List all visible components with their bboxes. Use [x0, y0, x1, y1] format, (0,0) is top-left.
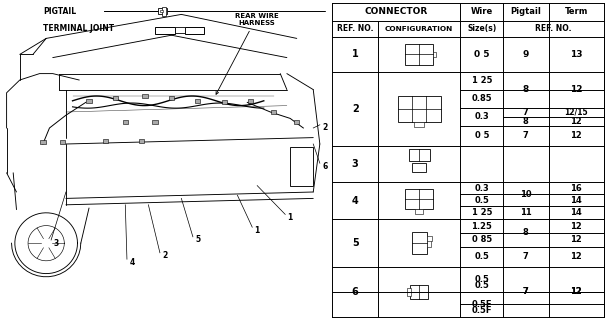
Text: 12: 12 — [571, 287, 582, 297]
Bar — [411, 232, 427, 254]
Bar — [103, 139, 108, 143]
Text: 1.25: 1.25 — [471, 221, 492, 231]
Bar — [410, 285, 428, 299]
Text: 12: 12 — [571, 252, 582, 261]
Text: 1 25: 1 25 — [471, 76, 492, 85]
Text: Term: Term — [564, 7, 588, 17]
Text: 1 25: 1 25 — [471, 208, 492, 217]
Bar — [159, 8, 166, 14]
Bar — [405, 189, 433, 209]
Text: 12: 12 — [571, 117, 582, 126]
Text: 1: 1 — [287, 213, 293, 222]
Text: Pigtail: Pigtail — [511, 7, 541, 17]
Text: 0.3: 0.3 — [474, 184, 489, 193]
Text: 0 5: 0 5 — [474, 131, 489, 140]
Bar — [290, 147, 313, 186]
Bar — [169, 96, 174, 100]
Text: 12: 12 — [570, 85, 583, 94]
Text: 0.3: 0.3 — [474, 112, 489, 121]
Bar — [414, 122, 424, 127]
Text: 3: 3 — [352, 159, 359, 169]
Bar — [415, 209, 423, 214]
Bar — [271, 110, 276, 114]
Text: 13: 13 — [570, 50, 583, 59]
Text: 12: 12 — [571, 287, 582, 297]
Text: 5: 5 — [195, 236, 200, 244]
Bar — [248, 99, 253, 103]
Text: 7: 7 — [523, 131, 529, 140]
Text: 2: 2 — [162, 252, 168, 260]
Text: 8: 8 — [523, 228, 529, 237]
Bar — [413, 163, 426, 172]
Text: 4: 4 — [129, 258, 134, 267]
Text: 0 85: 0 85 — [472, 235, 492, 244]
Text: 7: 7 — [523, 108, 529, 117]
Text: 0.5: 0.5 — [474, 196, 489, 205]
Text: 5: 5 — [352, 238, 359, 248]
Text: 12: 12 — [571, 131, 582, 140]
Bar — [407, 288, 411, 296]
Text: 6: 6 — [352, 287, 359, 297]
Text: Size(s): Size(s) — [467, 24, 497, 33]
Text: 4: 4 — [352, 196, 359, 206]
Bar — [433, 52, 436, 57]
Text: 9: 9 — [523, 50, 529, 59]
Text: 7: 7 — [523, 252, 529, 261]
Text: 8: 8 — [523, 117, 529, 126]
Bar — [294, 120, 299, 124]
Text: 14: 14 — [571, 196, 582, 205]
Bar — [142, 94, 148, 98]
Bar — [139, 139, 145, 143]
Text: CONFIGURATION: CONFIGURATION — [385, 26, 453, 32]
Bar — [427, 236, 432, 241]
Text: 0.5: 0.5 — [474, 281, 489, 290]
Text: 12/15: 12/15 — [564, 108, 588, 117]
Bar — [162, 7, 166, 16]
Text: 7: 7 — [523, 287, 529, 297]
Bar — [175, 27, 185, 33]
Bar — [87, 99, 92, 103]
Bar — [398, 96, 440, 122]
Text: 1: 1 — [352, 49, 359, 60]
Text: 0.85: 0.85 — [471, 94, 492, 103]
Text: 11: 11 — [520, 208, 532, 217]
Text: 0.5F: 0.5F — [471, 306, 492, 315]
Bar — [113, 96, 118, 100]
Text: 0.5: 0.5 — [474, 275, 489, 284]
Bar — [185, 27, 204, 34]
Bar — [221, 100, 227, 104]
Bar — [152, 120, 158, 124]
Text: 7: 7 — [523, 287, 529, 297]
Text: 8: 8 — [523, 85, 529, 94]
Text: 12: 12 — [571, 235, 582, 244]
Bar — [60, 140, 65, 144]
Text: CONNECTOR: CONNECTOR — [365, 7, 428, 17]
Text: 0 5: 0 5 — [474, 50, 489, 59]
Text: TERMINAL JOINT: TERMINAL JOINT — [43, 24, 114, 33]
Text: 14: 14 — [571, 208, 582, 217]
Text: 10: 10 — [520, 190, 532, 199]
Bar — [160, 10, 163, 12]
Bar — [195, 99, 200, 103]
Bar — [427, 239, 431, 247]
Text: REAR WIRE
HARNESS: REAR WIRE HARNESS — [235, 13, 279, 26]
Bar — [405, 44, 433, 65]
Text: 0.5F: 0.5F — [471, 300, 492, 309]
Text: Wire: Wire — [471, 7, 493, 17]
Text: 12: 12 — [571, 221, 582, 231]
Text: REF. NO.: REF. NO. — [337, 24, 373, 33]
Text: 16: 16 — [571, 184, 582, 193]
Text: REF. NO.: REF. NO. — [535, 24, 572, 33]
Bar — [123, 120, 128, 124]
Text: 3: 3 — [53, 239, 59, 248]
Bar — [409, 148, 430, 161]
Text: PIGTAIL: PIGTAIL — [43, 7, 76, 16]
Text: 0.5: 0.5 — [474, 252, 489, 261]
Bar — [155, 27, 175, 34]
Bar — [40, 140, 45, 144]
Text: 2: 2 — [352, 104, 359, 114]
Text: 1: 1 — [255, 226, 260, 235]
Text: 6: 6 — [322, 162, 327, 171]
Text: 2: 2 — [322, 124, 327, 132]
